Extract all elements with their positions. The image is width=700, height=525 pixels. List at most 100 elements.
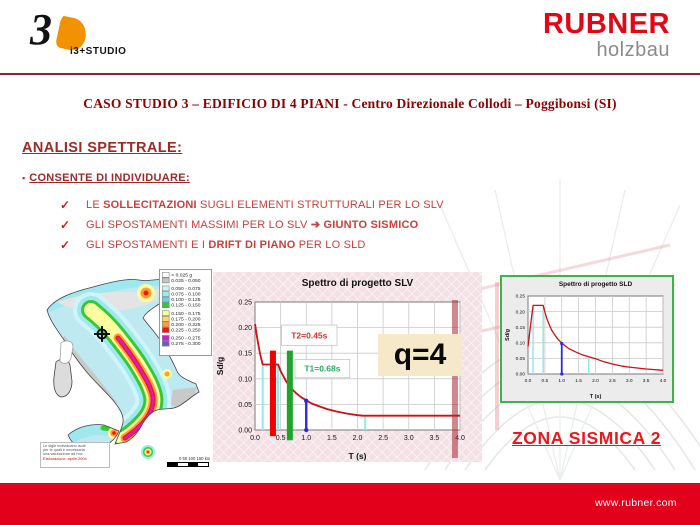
studio-logo-number: 3	[30, 5, 52, 54]
header-rule	[0, 73, 700, 75]
svg-text:2.5: 2.5	[378, 435, 388, 442]
svg-text:Spettro di progetto SLD: Spettro di progetto SLD	[559, 281, 633, 288]
svg-text:0.00: 0.00	[516, 372, 526, 378]
legend-label: 0.175 - 0.200	[171, 316, 201, 322]
map-note-line: una valutazione ad hoc	[43, 452, 83, 457]
legend-swatch	[162, 272, 170, 278]
svg-text:0.0: 0.0	[250, 435, 260, 442]
svg-text:0.15: 0.15	[238, 351, 252, 358]
legend-label: 0.100 - 0.125	[171, 296, 201, 303]
legend-row: 0.250 - 0.275	[162, 335, 209, 341]
legend-row: 0.050 - 0.075	[162, 285, 209, 292]
legend-swatch	[162, 277, 170, 284]
legend-label: 0.275 - 0.300	[171, 340, 201, 347]
seismic-zone-label: ZONA SISMICA 2	[512, 428, 662, 448]
svg-text:0.05: 0.05	[516, 356, 526, 362]
svg-text:4.0: 4.0	[660, 378, 667, 384]
legend-swatch	[162, 302, 170, 308]
svg-text:Sd/g: Sd/g	[215, 357, 225, 375]
legend-label: 0.075 - 0.100	[171, 291, 201, 297]
legend-row: 0.225 - 0.250	[162, 327, 209, 333]
background-pink-beam	[495, 282, 499, 430]
legend-swatch	[162, 285, 170, 292]
svg-text:2.0: 2.0	[353, 435, 363, 442]
seismic-hazard-map: < 0.025 g 0.025 - 0.050 0.050 - 0.075 0.075…	[15, 268, 212, 473]
sld-spectrum-chart: 0.0 0.5 1.0 1.5 2.0 2.5 3.0 3.5 4.0 0.00 0.05 0.10 0…	[500, 275, 674, 403]
svg-text:0.10: 0.10	[516, 341, 526, 347]
legend-label: 0.250 - 0.275	[171, 335, 201, 341]
legend-row: 0.200 - 0.225	[162, 321, 209, 328]
checkmark-icon: ✓	[60, 238, 71, 252]
svg-text:3.5: 3.5	[430, 435, 440, 442]
svg-text:T1=0.68s: T1=0.68s	[304, 364, 340, 374]
svg-text:0.05: 0.05	[238, 402, 252, 409]
slide-title: CASO STUDIO 3 – EDIFICIO DI 4 PIANI - Ce…	[83, 96, 617, 111]
legend-label: 0.150 - 0.175	[171, 310, 201, 317]
map-note-footer: Elaborazione: aprile 2004	[43, 456, 87, 461]
svg-text:0.25: 0.25	[238, 300, 252, 307]
legend-swatch	[162, 321, 170, 328]
map-note-box: Le sigle individuano isole per le quali …	[40, 442, 110, 468]
site-crosshair-marker	[94, 326, 110, 342]
legend-row: 0.075 - 0.100	[162, 291, 209, 297]
footer-url: www.rubner.com	[595, 497, 677, 509]
legend-label: 0.200 - 0.225	[171, 321, 201, 328]
legend-swatch	[162, 327, 170, 333]
svg-text:3.0: 3.0	[404, 435, 414, 442]
legend-label: 0.225 - 0.250	[171, 327, 201, 333]
svg-text:0.15: 0.15	[516, 325, 526, 331]
legend-swatch	[162, 316, 170, 322]
svg-text:0.5: 0.5	[276, 435, 286, 442]
scale-bar-segments	[167, 462, 209, 467]
italy-map-image	[46, 278, 200, 459]
svg-text:3.5: 3.5	[643, 378, 650, 384]
background-red-beam	[452, 300, 458, 458]
checkmark-icon: ✓	[60, 198, 71, 212]
svg-text:0.5: 0.5	[542, 378, 549, 384]
svg-text:Spettro di progetto SLV: Spettro di progetto SLV	[302, 278, 414, 289]
q-factor-label: q=4	[378, 334, 462, 376]
legend-label: 0.025 - 0.050	[171, 277, 201, 284]
svg-text:0.20: 0.20	[238, 325, 252, 332]
square-bullet-icon: ▪	[22, 173, 26, 183]
bullet-text: GLI SPOSTAMENTI MASSIMI PER LO SLV ➔ GIU…	[86, 219, 419, 231]
bullet-item: ✓ GLI SPOSTAMENTI E I DRIFT DI PIANO PER …	[60, 238, 520, 252]
svg-text:4.0: 4.0	[455, 435, 465, 442]
rubner-logo-name: RUBNER	[542, 8, 670, 40]
svg-text:T2=0.45s: T2=0.45s	[291, 330, 327, 340]
svg-text:1.5: 1.5	[575, 378, 582, 384]
studio-logo: 3 i3+STUDIO	[30, 8, 160, 66]
legend-swatch	[162, 340, 170, 347]
svg-text:3.0: 3.0	[626, 378, 633, 384]
svg-text:0.20: 0.20	[516, 309, 526, 315]
rubner-logo: RUBNER holzbau	[542, 8, 670, 61]
bullet-list: ✓ LE SOLLECITAZIONI SUGLI ELEMENTI STRUTT…	[60, 198, 520, 258]
legend-label: 0.050 - 0.075	[171, 285, 201, 292]
legend-swatch	[162, 291, 170, 297]
svg-text:0.00: 0.00	[238, 428, 252, 435]
svg-text:T (s): T (s)	[590, 394, 602, 400]
legend-label: 0.125 - 0.150	[171, 302, 201, 308]
map-note-line: Le sigle individuano isole	[43, 444, 86, 448]
bullet-item: ✓ GLI SPOSTAMENTI MASSIMI PER LO SLV ➔ GI…	[60, 218, 520, 232]
bullet-item: ✓ LE SOLLECITAZIONI SUGLI ELEMENTI STRUTT…	[60, 198, 520, 212]
checkmark-icon: ✓	[60, 218, 71, 232]
legend-row: 0.275 - 0.300	[162, 340, 209, 347]
sld-chart-plot: 0.0 0.5 1.0 1.5 2.0 2.5 3.0 3.5 4.0 0.00 0.05 0.10 0…	[505, 281, 667, 400]
section-heading: ANALISI SPETTRALE:	[22, 140, 183, 156]
rubner-logo-sub: holzbau	[596, 39, 670, 61]
svg-text:1.5: 1.5	[327, 435, 337, 442]
map-note-line: per le quali è necessaria	[43, 448, 85, 452]
legend-row: 0.150 - 0.175	[162, 310, 209, 317]
map-scale-bar: 0 50 100 150 km	[159, 454, 210, 467]
footer-bar: www.rubner.com	[0, 483, 700, 525]
studio-logo-name: i3+STUDIO	[70, 46, 127, 57]
svg-text:0.10: 0.10	[238, 376, 252, 383]
svg-text:0.25: 0.25	[516, 294, 526, 300]
legend-swatch	[162, 296, 170, 303]
legend-row: 0.175 - 0.200	[162, 316, 209, 322]
legend-swatch	[162, 310, 170, 317]
legend-row: 0.125 - 0.150	[162, 302, 209, 308]
svg-text:1.0: 1.0	[558, 378, 565, 384]
